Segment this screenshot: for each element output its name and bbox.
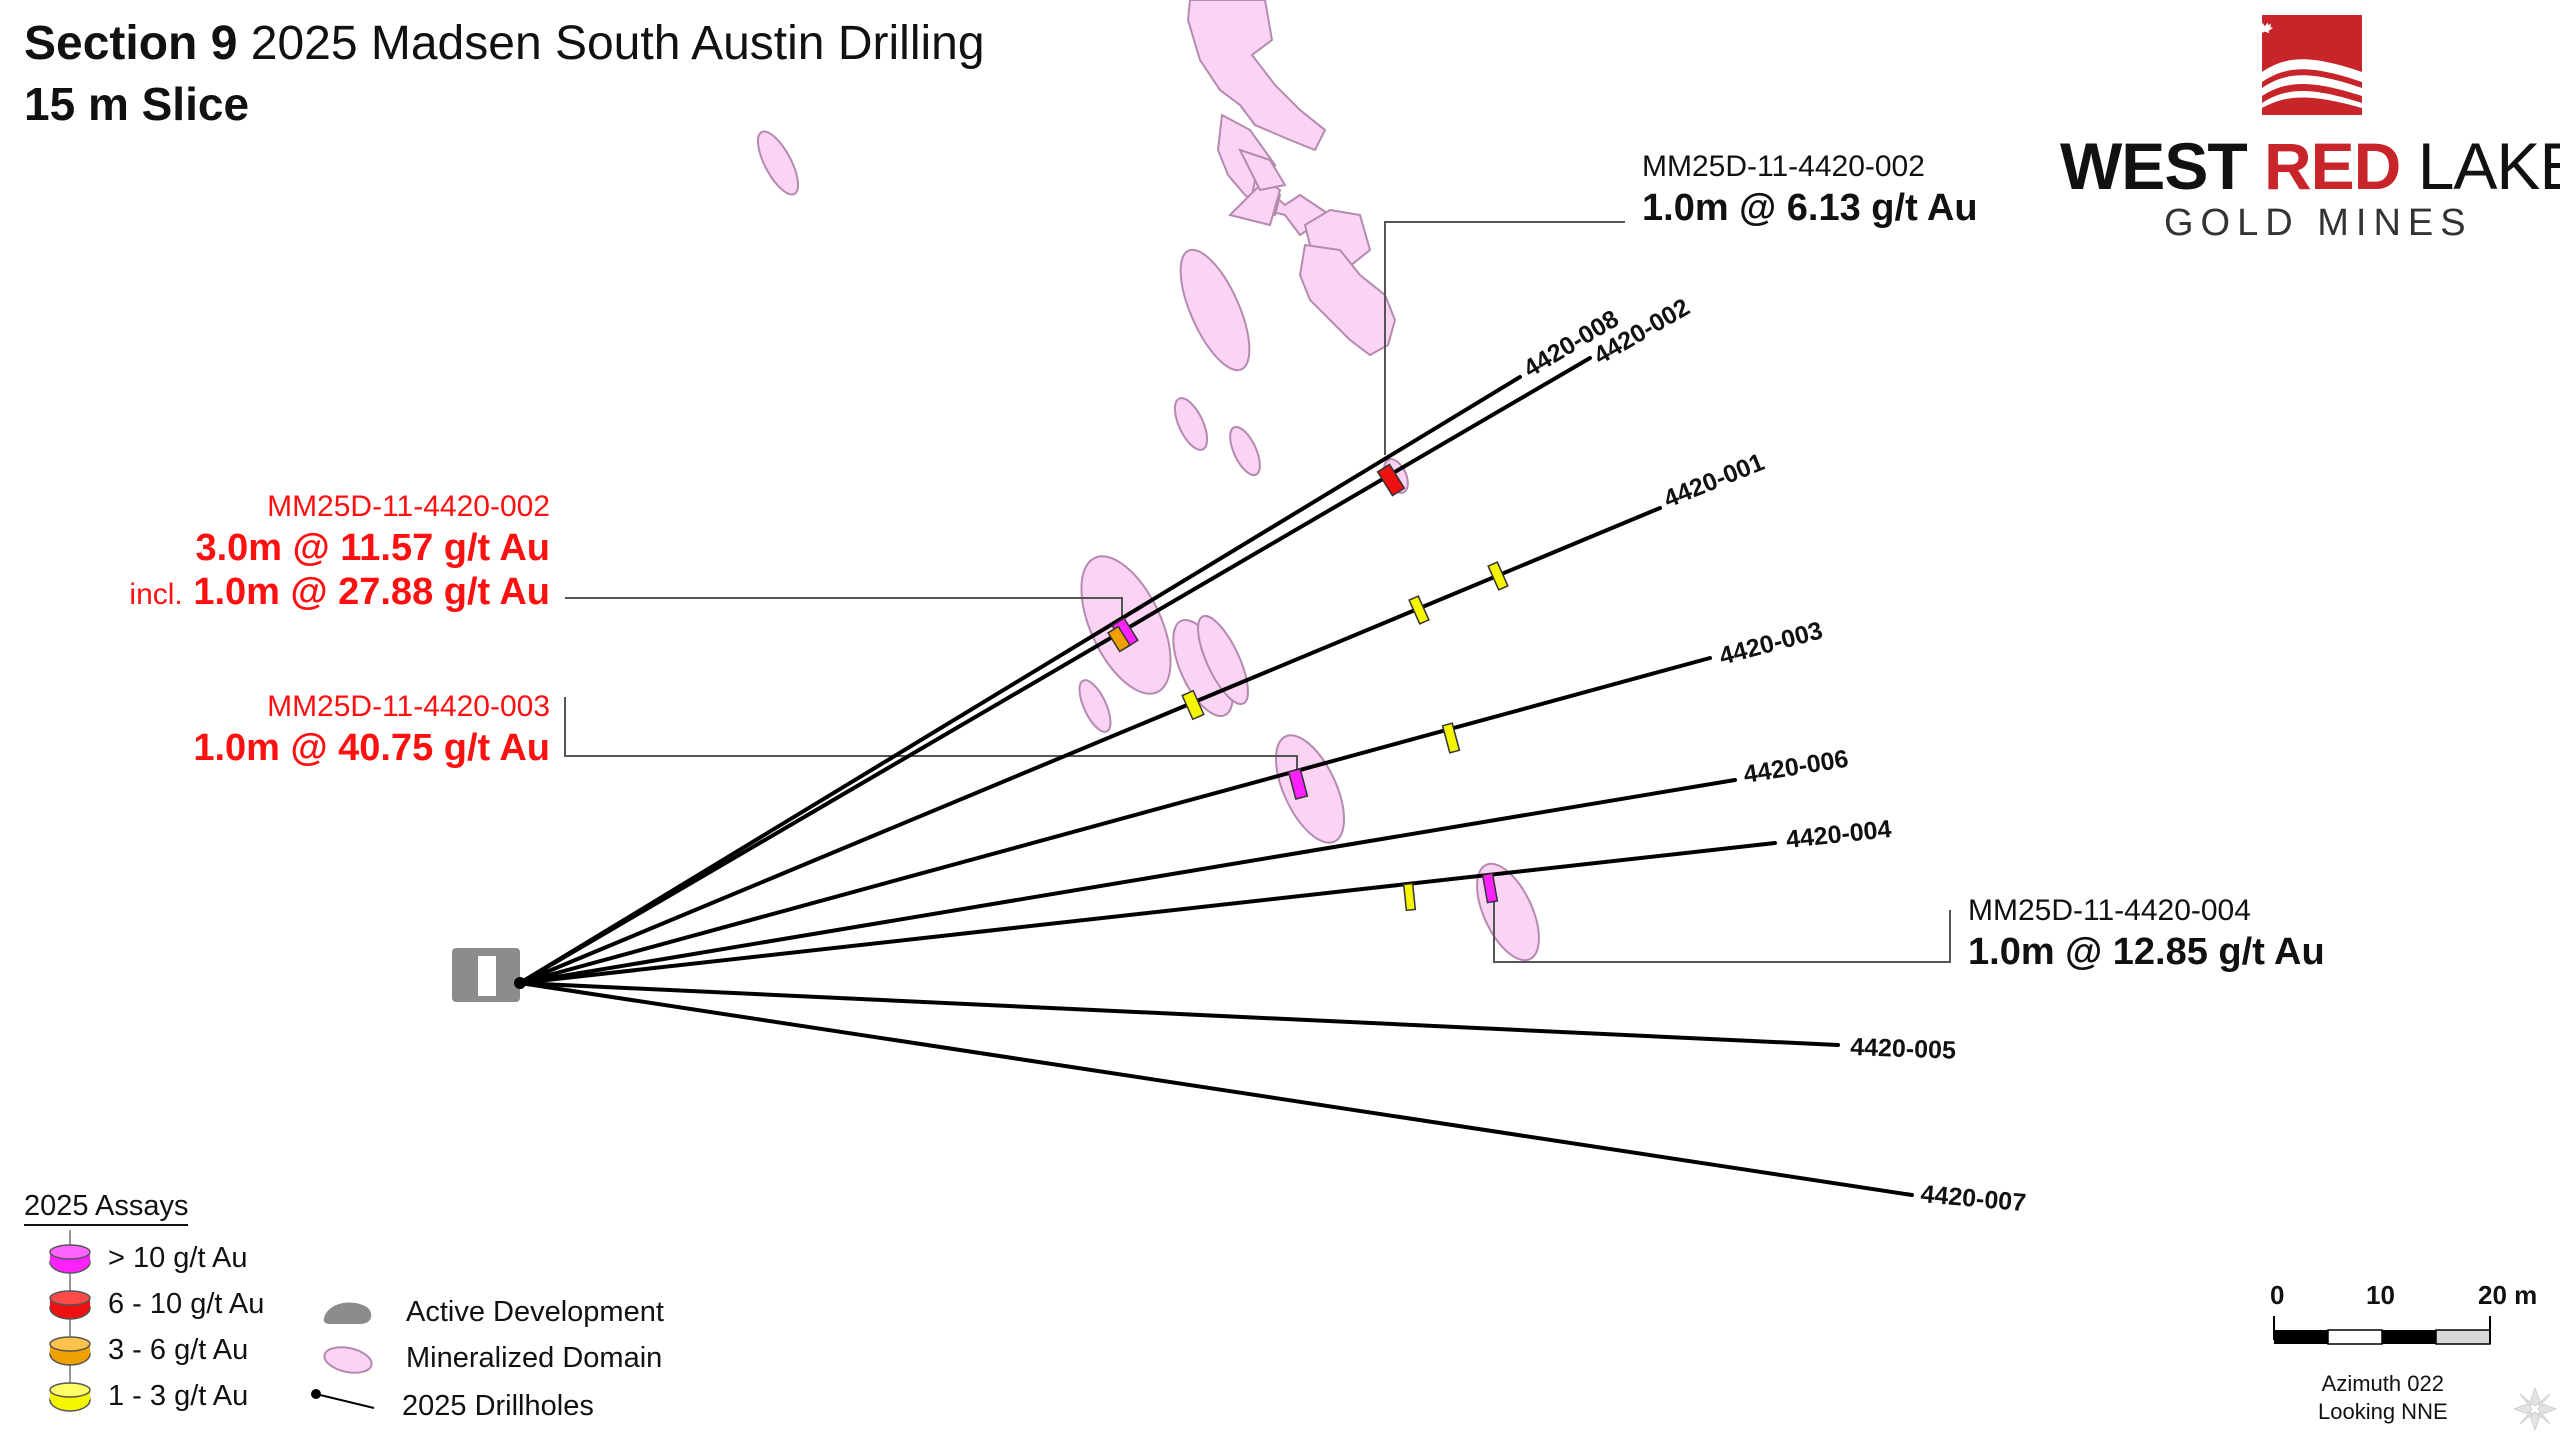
legend-swatch-drillhole <box>315 1393 375 1409</box>
scale-label-20: 20 m <box>2478 1280 2538 1310</box>
active-development-collar <box>452 948 526 1002</box>
assay-1-3 <box>1408 595 1430 625</box>
mineralized-domain <box>1298 243 1397 357</box>
callout-value: 1.0m @ 12.85 g/t Au <box>1968 931 2325 973</box>
company-logo: WEST RED LAKE GOLD MINES <box>2050 10 2560 250</box>
legend-title: 2025 Assays <box>24 1190 189 1226</box>
callout-4420-004: MM25D-11-4420-004 1.0m @ 12.85 g/t Au <box>1968 892 2325 974</box>
legend: 2025 Assays > 10 g/t Au <box>24 1190 724 1430</box>
mineralized-domain <box>1229 425 1261 477</box>
callout-incl: incl. 1.0m @ 27.88 g/t Au <box>129 570 550 617</box>
assay-gt-10 <box>1481 872 1499 904</box>
legend-label-mineralized-domain: Mineralized Domain <box>406 1342 663 1374</box>
legend-swatches <box>49 1230 375 1412</box>
drillhole-label: 4420-001 <box>1660 448 1769 514</box>
mineralized-domain <box>756 130 800 196</box>
drillhole-4420-003 <box>518 656 1712 985</box>
logo-tagline: GOLD MINES <box>2164 202 2473 244</box>
scale-label-10: 10 <box>2366 1280 2395 1310</box>
logo-mark <box>2257 15 2362 115</box>
assay-1-3 <box>1181 689 1205 721</box>
mineralized-domain <box>1274 734 1346 844</box>
drillhole-labels: 4420-008 4420-002 4420-001 4420-003 4420… <box>1519 293 2028 1217</box>
scale-bar-graphic <box>2273 1316 2491 1345</box>
assay-intervals <box>1107 463 1509 912</box>
legend-swatch-active-development <box>323 1302 372 1324</box>
drillhole-4420-007 <box>518 981 1914 1197</box>
leader-line <box>565 597 1123 620</box>
drillhole-4420-004 <box>518 841 1777 985</box>
scale-bar: 0 10 20 m <box>2270 1280 2537 1430</box>
legend-swatch-mineralized-domain <box>323 1346 373 1374</box>
callout-hole-id: MM25D-11-4420-002 <box>1642 150 1925 183</box>
callout-4420-002-lower: MM25D-11-4420-002 3.0m @ 11.57 g/t Au in… <box>129 488 550 617</box>
drillhole-4420-006 <box>518 778 1737 985</box>
callout-value: 3.0m @ 11.57 g/t Au <box>195 527 550 569</box>
mineralized-domain <box>1173 397 1209 451</box>
logo-wordmark: WEST RED LAKE <box>2060 129 2560 203</box>
assay-6-10 <box>1376 463 1406 497</box>
assay-1-3 <box>1402 882 1417 912</box>
leader-line <box>564 697 1298 780</box>
leader-line <box>1384 221 1625 455</box>
legend-label-6-10: 6 - 10 g/t Au <box>108 1288 265 1320</box>
orientation-note: Azimuth 022 Looking NNE <box>2318 1370 2448 1426</box>
drillhole-4420-008 <box>518 375 1522 985</box>
drillhole-label: 4420-005 <box>1850 1033 1957 1065</box>
assay-gt-10 <box>1287 768 1309 800</box>
drillhole-4420-001 <box>518 506 1662 985</box>
mineralized-domain <box>1078 679 1112 733</box>
drillholes <box>518 356 1914 1197</box>
callout-4420-003: MM25D-11-4420-003 1.0m @ 40.75 g/t Au <box>193 688 550 770</box>
mineralized-domain <box>1228 178 1282 227</box>
legend-label-3-6: 3 - 6 g/t Au <box>108 1334 249 1366</box>
mineralized-domain <box>1186 0 1327 152</box>
drillhole-label: 4420-007 <box>1919 1180 2027 1217</box>
callout-hole-id: MM25D-11-4420-002 <box>267 490 550 523</box>
mineralized-domain <box>1179 248 1251 372</box>
assay-1-3 <box>1487 561 1509 591</box>
mineralized-domain <box>1197 614 1249 706</box>
legend-label-1-3: 1 - 3 g/t Au <box>108 1380 249 1412</box>
drillhole-label: 4420-006 <box>1742 745 1851 789</box>
callout-hole-id: MM25D-11-4420-004 <box>1968 894 2251 927</box>
mineralized-domains <box>756 0 1540 962</box>
leader-line <box>1493 900 1951 963</box>
assay-1-3 <box>1441 722 1461 754</box>
drillhole-4420-005 <box>518 981 1840 1047</box>
callout-value: 1.0m @ 40.75 g/t Au <box>193 727 550 769</box>
callout-value: 1.0m @ 6.13 g/t Au <box>1642 187 1978 229</box>
page-subtitle: 15 m Slice <box>24 78 250 130</box>
page-title: Section 9 2025 Madsen South Austin Drill… <box>24 17 985 70</box>
callout-hole-id: MM25D-11-4420-003 <box>267 690 550 723</box>
callout-incl-value: 1.0m @ 27.88 g/t Au <box>193 571 550 613</box>
drillhole-4420-002 <box>518 356 1592 985</box>
callout-incl-prefix: incl. <box>129 578 183 611</box>
scale-label-0: 0 <box>2270 1280 2285 1310</box>
legend-label-drillholes: 2025 Drillholes <box>402 1390 594 1422</box>
drillhole-label: 4420-004 <box>1785 815 1893 854</box>
mineralized-domain <box>1238 148 1287 192</box>
looking-text: Looking NNE <box>2318 1399 2448 1424</box>
callout-4420-002-upper: MM25D-11-4420-002 1.0m @ 6.13 g/t Au <box>1642 148 1978 230</box>
assay-3-6 <box>1107 625 1131 653</box>
corner-emblem-icon <box>2512 1386 2558 1432</box>
azimuth-text: Azimuth 022 <box>2321 1371 2444 1396</box>
drillhole-label: 4420-003 <box>1716 616 1825 670</box>
callout-leaders <box>564 221 1951 963</box>
legend-label-active-development: Active Development <box>406 1296 664 1328</box>
legend-label-gt-10: > 10 g/t Au <box>108 1242 248 1274</box>
